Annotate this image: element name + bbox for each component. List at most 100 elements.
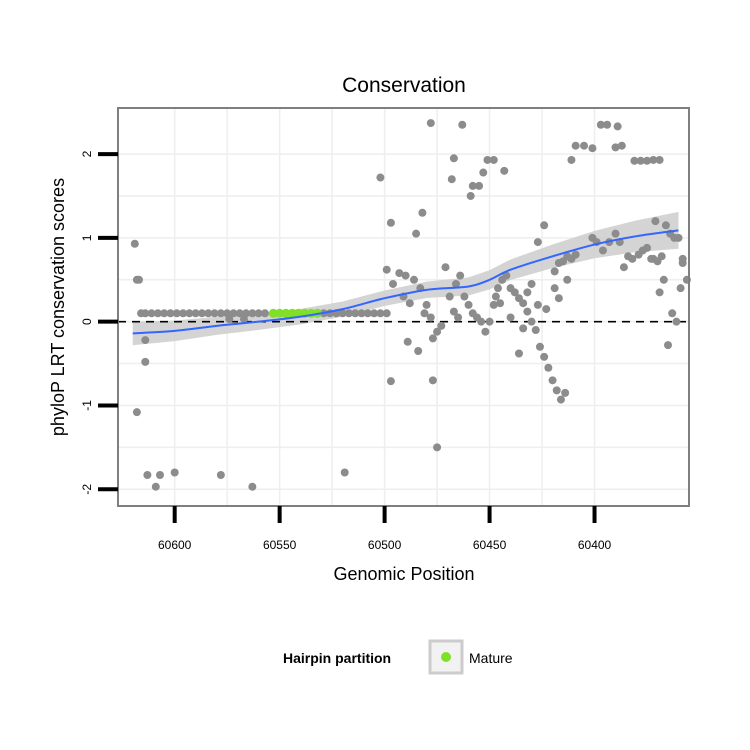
data-point	[376, 173, 385, 182]
data-point	[502, 271, 511, 280]
data-point	[130, 239, 139, 248]
data-point	[386, 218, 395, 227]
data-point	[160, 309, 169, 318]
data-point	[542, 305, 551, 314]
y-tick-label: 2	[80, 150, 94, 157]
data-point	[678, 254, 687, 263]
data-point	[533, 238, 542, 247]
legend: Hairpin partition Mature	[283, 639, 513, 675]
data-point	[657, 252, 666, 261]
data-point	[451, 279, 460, 288]
panel-background	[118, 108, 689, 506]
data-point	[147, 309, 156, 318]
data-point	[628, 254, 637, 263]
data-point	[248, 482, 257, 491]
data-point	[596, 120, 605, 129]
data-point	[376, 309, 385, 318]
legend-title: Hairpin partition	[283, 650, 391, 666]
data-point	[643, 243, 652, 252]
data-point	[428, 376, 437, 385]
data-point	[433, 443, 442, 452]
data-point	[655, 288, 664, 297]
data-point	[389, 279, 398, 288]
data-point	[225, 315, 234, 324]
data-point	[611, 143, 620, 152]
data-point	[239, 315, 248, 324]
data-point	[550, 267, 559, 276]
data-point	[630, 156, 639, 165]
data-point	[248, 309, 257, 318]
data-point	[254, 309, 263, 318]
data-point	[143, 470, 152, 479]
smooth-line	[132, 229, 679, 335]
data-point	[493, 284, 502, 293]
data-point	[141, 336, 150, 345]
panel-border	[117, 107, 690, 507]
data-point	[580, 141, 589, 150]
data-point	[514, 349, 523, 358]
data-point	[603, 120, 612, 129]
data-point	[510, 288, 519, 297]
legend-label-mature: Mature	[469, 650, 513, 666]
data-point	[382, 309, 391, 318]
data-point	[344, 309, 353, 318]
data-point	[485, 317, 494, 326]
data-point	[674, 233, 683, 242]
x-tick-label: 60450	[473, 538, 507, 552]
data-point	[426, 119, 435, 128]
data-point	[464, 300, 473, 309]
data-point	[649, 155, 658, 164]
y-tick-label: -1	[80, 400, 94, 411]
data-point	[151, 482, 160, 491]
data-point	[153, 309, 162, 318]
data-point	[155, 470, 164, 479]
data-point	[229, 309, 238, 318]
data-point	[659, 275, 668, 284]
data-point	[535, 342, 544, 351]
data-point	[496, 299, 505, 308]
data-point	[338, 309, 347, 318]
data-point	[260, 309, 269, 318]
chart-title: Conservation	[342, 74, 466, 97]
data-point	[651, 217, 660, 226]
data-point	[588, 144, 597, 153]
data-point	[363, 309, 372, 318]
data-point	[619, 263, 628, 272]
x-tick-label: 60550	[263, 538, 297, 552]
data-point	[481, 327, 490, 336]
data-point	[477, 317, 486, 326]
x-axis: 60600 60550 60500 60450 60400	[158, 506, 612, 552]
data-point	[489, 155, 498, 164]
mature-point	[275, 308, 285, 318]
data-point	[172, 309, 181, 318]
data-point	[420, 309, 429, 318]
x-axis-title: Genomic Position	[333, 564, 474, 584]
data-point	[185, 309, 194, 318]
data-point	[475, 181, 484, 190]
data-point	[422, 300, 431, 309]
data-point	[468, 181, 477, 190]
data-point	[447, 175, 456, 184]
data-point	[134, 275, 143, 284]
data-point	[611, 229, 620, 238]
data-point	[409, 275, 418, 284]
data-point	[458, 120, 467, 129]
plot-panel	[118, 108, 689, 506]
data-point	[456, 271, 465, 280]
data-point	[357, 309, 366, 318]
data-point	[170, 468, 179, 477]
data-point	[571, 141, 580, 150]
data-point	[643, 156, 652, 165]
data-point	[370, 309, 379, 318]
data-point	[166, 309, 175, 318]
y-tick-label: -2	[80, 484, 94, 495]
data-point	[571, 250, 580, 259]
data-point	[548, 376, 557, 385]
data-point	[216, 309, 225, 318]
data-point	[661, 221, 670, 230]
y-axis-title: phyloP LRT conservation scores	[48, 178, 68, 436]
data-point	[386, 377, 395, 386]
data-point	[428, 334, 437, 343]
data-point	[489, 300, 498, 309]
data-point	[414, 346, 423, 355]
